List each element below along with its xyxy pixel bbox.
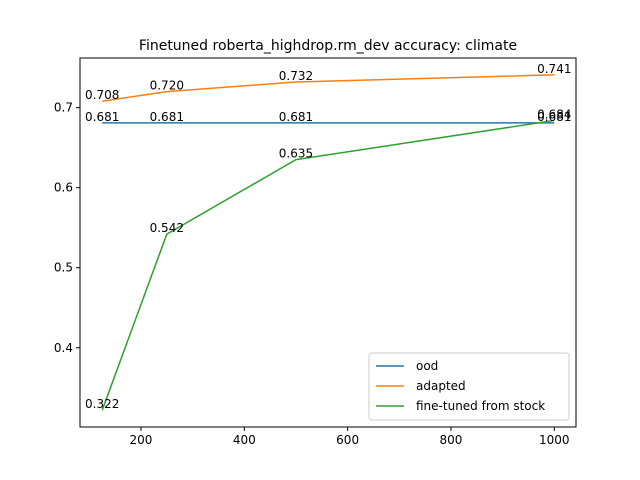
- y-tick-label: 0.4: [54, 341, 73, 355]
- data-label: 0.732: [279, 69, 313, 83]
- x-tick-label: 1000: [539, 433, 570, 447]
- data-label: 0.681: [279, 110, 313, 124]
- data-label: 0.542: [150, 221, 184, 235]
- data-label: 0.322: [85, 397, 119, 411]
- legend-label: ood: [416, 359, 438, 373]
- x-tick-label: 400: [233, 433, 256, 447]
- legend-box: [368, 352, 570, 421]
- x-tick-label: 800: [440, 433, 463, 447]
- data-label: 0.684: [537, 107, 571, 121]
- data-label: 0.741: [537, 62, 571, 76]
- series-layer: [101, 74, 555, 411]
- data-label: 0.720: [150, 79, 184, 93]
- series-line-fine-tuned-from-stock: [101, 119, 555, 411]
- series-line-adapted: [102, 74, 555, 102]
- y-tick-label: 0.6: [54, 181, 73, 195]
- plot-frame: [79, 57, 577, 428]
- x-tick-label: 600: [336, 433, 359, 447]
- data-label: 0.681: [85, 110, 119, 124]
- y-tick-label: 0.7: [54, 101, 73, 115]
- data-label: 0.635: [279, 147, 313, 161]
- y-tick-label: 0.5: [54, 261, 73, 275]
- data-labels-layer: 0.681 0.681 0.681 0.681 0.708 0.720 0.732 0.741…: [85, 62, 571, 411]
- data-label: 0.708: [85, 88, 119, 102]
- chart-title: Finetuned roberta_highdrop.rm_dev accura…: [139, 38, 517, 54]
- legend-label: fine-tuned from stock: [416, 399, 545, 413]
- x-axis: 200 400 600 800 1000: [130, 427, 570, 447]
- data-label: 0.681: [150, 110, 184, 124]
- y-axis: 0.4 0.5 0.6 0.7: [54, 101, 80, 355]
- x-tick-label: 200: [130, 433, 153, 447]
- legend-label: adapted: [416, 379, 466, 393]
- data-label: 0.681: [537, 110, 571, 124]
- legend: ood adapted fine-tuned from stock: [368, 352, 570, 421]
